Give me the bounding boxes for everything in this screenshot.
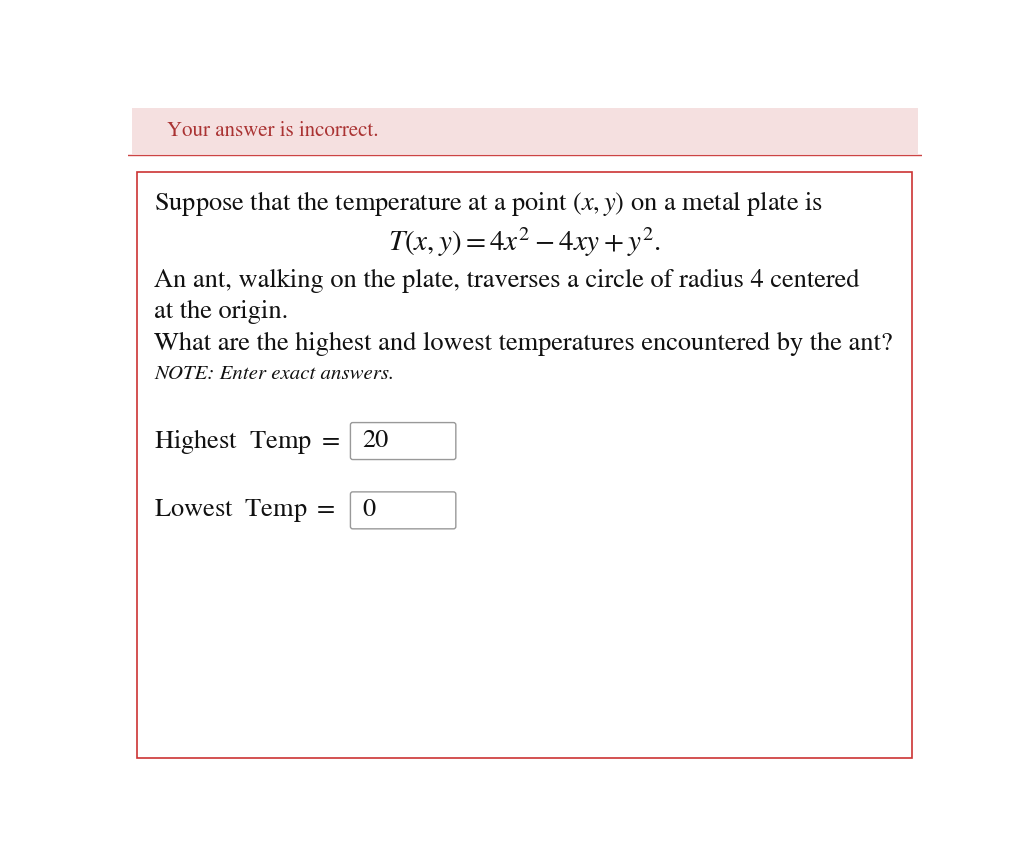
Text: 20: 20 xyxy=(362,429,388,453)
FancyBboxPatch shape xyxy=(350,492,456,529)
FancyBboxPatch shape xyxy=(132,107,918,154)
FancyBboxPatch shape xyxy=(137,171,912,759)
Text: $T(x, y) = 4x^2 - 4xy + y^2.$: $T(x, y) = 4x^2 - 4xy + y^2.$ xyxy=(388,226,662,260)
Text: Lowest  Temp $=$: Lowest Temp $=$ xyxy=(155,497,336,524)
Text: Highest  Temp $=$: Highest Temp $=$ xyxy=(155,426,340,456)
Text: NOTE: Enter exact answers.: NOTE: Enter exact answers. xyxy=(155,365,394,383)
FancyBboxPatch shape xyxy=(350,423,456,459)
Text: ✓: ✓ xyxy=(485,487,499,534)
Text: 0: 0 xyxy=(362,498,375,522)
Text: What are the highest and lowest temperatures encountered by the ant?: What are the highest and lowest temperat… xyxy=(155,332,893,356)
Text: at the origin.: at the origin. xyxy=(155,300,289,324)
Text: ✖: ✖ xyxy=(147,122,152,139)
Text: ✗: ✗ xyxy=(485,418,499,465)
Text: Suppose that the temperature at a point $(x, y)$ on a metal plate is: Suppose that the temperature at a point … xyxy=(155,189,823,218)
Text: Your answer is incorrect.: Your answer is incorrect. xyxy=(167,121,379,141)
Text: An ant, walking on the plate, traverses a circle of radius 4 centered: An ant, walking on the plate, traverses … xyxy=(155,269,860,293)
